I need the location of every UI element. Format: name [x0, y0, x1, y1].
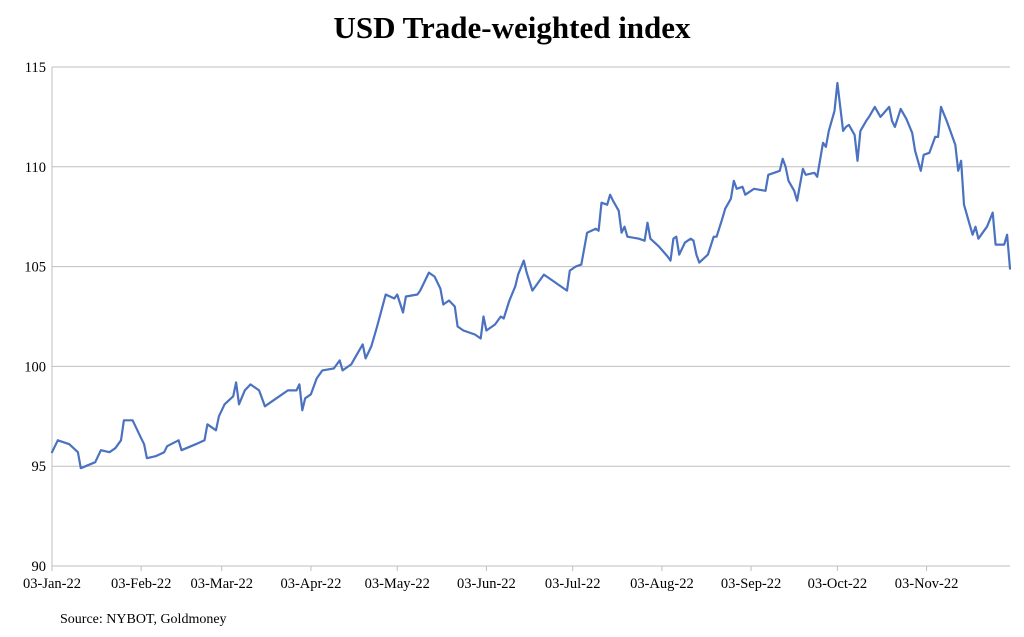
source-note: Source: NYBOT, Goldmoney [60, 612, 227, 627]
x-tick-label: 03-Jun-22 [457, 576, 516, 592]
y-tick-label: 100 [24, 359, 46, 375]
x-tick-label: 03-Aug-22 [630, 576, 694, 592]
y-tick-label: 95 [32, 459, 47, 475]
x-tick-label: 03-Apr-22 [280, 576, 341, 592]
y-tick-label: 90 [32, 559, 47, 575]
chart-title: USD Trade-weighted index [333, 10, 691, 45]
x-tick-labels: 03-Jan-22 03-Feb-22 03-Mar-22 03-Apr-22 03-M… [23, 576, 958, 592]
gridlines [52, 66, 1010, 467]
y-tick-label: 105 [24, 260, 46, 276]
series-line [50, 81, 1012, 470]
y-tick-labels: 90 95 100 105 110 115 [24, 60, 46, 575]
x-tick-label: 03-Jul-22 [545, 576, 601, 592]
x-tick-label: 03-Mar-22 [190, 576, 253, 592]
y-tick-label: 115 [25, 60, 46, 76]
x-tick-label: 03-May-22 [365, 576, 430, 592]
series [50, 81, 1012, 470]
x-tick-label: 03-Jan-22 [23, 576, 81, 592]
axes [51, 67, 1010, 571]
x-tick-label: 03-Sep-22 [721, 576, 781, 592]
y-tick-label: 110 [25, 160, 46, 176]
x-tick-label: 03-Feb-22 [111, 576, 171, 592]
x-tick-label: 03-Oct-22 [808, 576, 868, 592]
x-tick-label: 03-Nov-22 [895, 576, 959, 592]
